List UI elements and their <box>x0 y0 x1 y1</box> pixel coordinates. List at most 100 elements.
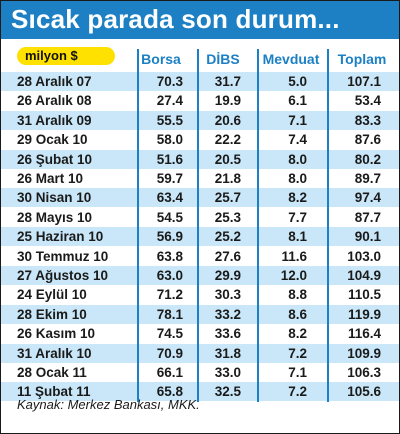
table-cell: 119.9 <box>347 306 381 322</box>
row-date: 26 Şubat 10 <box>17 151 93 167</box>
table-cell: 31.7 <box>214 74 241 89</box>
data-table: milyon $ Borsa DİBS Mevduat Toplam 28 Aralık… <box>1 39 399 402</box>
table-cell: 33.6 <box>214 326 241 342</box>
row-band <box>1 304 399 324</box>
table-cell: 33.2 <box>214 306 241 322</box>
table-cell: 6.1 <box>288 93 307 109</box>
row-date: 28 Aralık 07 <box>17 74 92 89</box>
row-date: 30 Nisan 10 <box>17 190 92 206</box>
table-cell: 59.7 <box>156 171 183 186</box>
row-date: 28 Mayıs 10 <box>17 209 93 225</box>
table-cell: 97.4 <box>354 190 381 206</box>
row-date: 28 Ekim 10 <box>17 306 87 322</box>
table-cell: 55.5 <box>156 112 183 128</box>
row-date: 26 Aralık 08 <box>17 93 92 109</box>
row-date: 26 Mart 10 <box>17 171 84 186</box>
column-separator <box>257 49 259 402</box>
table-cell: 54.5 <box>156 209 183 225</box>
unit-label: milyon $ <box>25 48 78 63</box>
table-cell: 105.6 <box>347 384 381 400</box>
table-cell: 7.2 <box>288 345 307 361</box>
table-cell: 110.5 <box>347 287 381 303</box>
table-cell: 25.3 <box>214 209 241 225</box>
row-band <box>1 266 399 285</box>
row-date: 24 Eylül 10 <box>17 287 87 303</box>
row-date: 31 Aralık 10 <box>17 345 92 361</box>
table-cell: 27.4 <box>156 93 183 109</box>
row-date: 26 Kasım 10 <box>17 326 96 342</box>
table-cell: 51.6 <box>156 151 183 167</box>
table-cell: 66.1 <box>156 365 183 380</box>
table-cell: 63.4 <box>156 190 183 206</box>
table-cell: 78.1 <box>156 306 183 322</box>
table-cell: 32.5 <box>214 384 241 400</box>
row-date: 30 Temmuz 10 <box>17 248 109 264</box>
table-cell: 103.0 <box>347 248 381 264</box>
row-date: 11 Şubat 11 <box>17 384 91 400</box>
table-cell: 109.9 <box>347 345 381 361</box>
table-cell: 107.1 <box>347 74 381 89</box>
table-cell: 25.7 <box>214 190 241 206</box>
table-cell: 20.6 <box>214 112 241 128</box>
table-cell: 87.7 <box>354 209 381 225</box>
table-cell: 65.8 <box>156 384 183 400</box>
table-cell: 106.3 <box>347 365 381 380</box>
row-band <box>1 72 399 91</box>
table-cell: 5.0 <box>288 74 307 89</box>
table-cell: 63.8 <box>156 248 183 264</box>
row-band <box>1 149 399 169</box>
table-cell: 29.9 <box>214 268 241 283</box>
row-date: 25 Haziran 10 <box>17 229 104 245</box>
table-cell: 8.6 <box>288 306 307 322</box>
table-cell: 83.3 <box>354 112 381 128</box>
table-cell: 7.1 <box>288 112 307 128</box>
row-band <box>1 343 399 363</box>
table-cell: 8.1 <box>288 229 307 245</box>
table-cell: 19.9 <box>214 93 241 109</box>
table-cell: 7.4 <box>288 132 307 148</box>
table-cell: 63.0 <box>156 268 183 283</box>
table-cell: 71.2 <box>156 287 183 303</box>
table-cell: 20.5 <box>214 151 241 167</box>
table-cell: 27.6 <box>214 248 241 264</box>
unit-badge <box>17 47 115 65</box>
table-cell: 53.4 <box>354 93 381 109</box>
row-date: 27 Ağustos 10 <box>17 268 109 283</box>
table-cell: 11.6 <box>281 248 307 264</box>
page-title: Sıcak parada son durum... <box>11 4 340 34</box>
column-separator <box>137 49 139 402</box>
table-cell: 7.2 <box>288 384 307 400</box>
table-cell: 12.0 <box>280 268 307 283</box>
row-date: 29 Ocak 10 <box>17 132 88 148</box>
column-header: Mevduat <box>262 51 320 67</box>
table-cell: 89.7 <box>354 171 381 186</box>
table-cell: 90.1 <box>354 229 381 245</box>
table-cell: 116.4 <box>347 326 381 342</box>
table-cell: 80.2 <box>354 151 381 167</box>
table-cell: 8.0 <box>288 151 307 167</box>
row-date: 31 Aralık 09 <box>17 112 92 128</box>
table-cell: 7.7 <box>288 209 307 225</box>
row-band <box>1 227 399 247</box>
table-cell: 25.2 <box>214 229 241 245</box>
row-band <box>1 188 399 208</box>
table-cell: 33.0 <box>214 365 241 380</box>
table-cell: 30.3 <box>214 287 241 303</box>
table-cell: 22.2 <box>214 132 241 148</box>
table-cell: 31.8 <box>214 345 241 361</box>
title-bar: Sıcak parada son durum... <box>1 1 399 39</box>
table-cell: 87.6 <box>354 132 381 148</box>
source-note: Kaynak: Merkez Bankası, MKK. <box>17 397 200 412</box>
table-cell: 70.3 <box>156 74 183 89</box>
table-cell: 8.2 <box>288 190 307 206</box>
table-cell: 8.2 <box>288 326 307 342</box>
column-header: Toplam <box>337 51 387 67</box>
table-cell: 74.5 <box>156 326 183 342</box>
table-cell: 104.9 <box>347 268 381 283</box>
table-cell: 8.0 <box>288 171 307 186</box>
table-cell: 8.8 <box>288 287 307 303</box>
row-band <box>1 382 399 402</box>
table-cell: 58.0 <box>156 132 183 148</box>
column-separator <box>197 49 199 402</box>
